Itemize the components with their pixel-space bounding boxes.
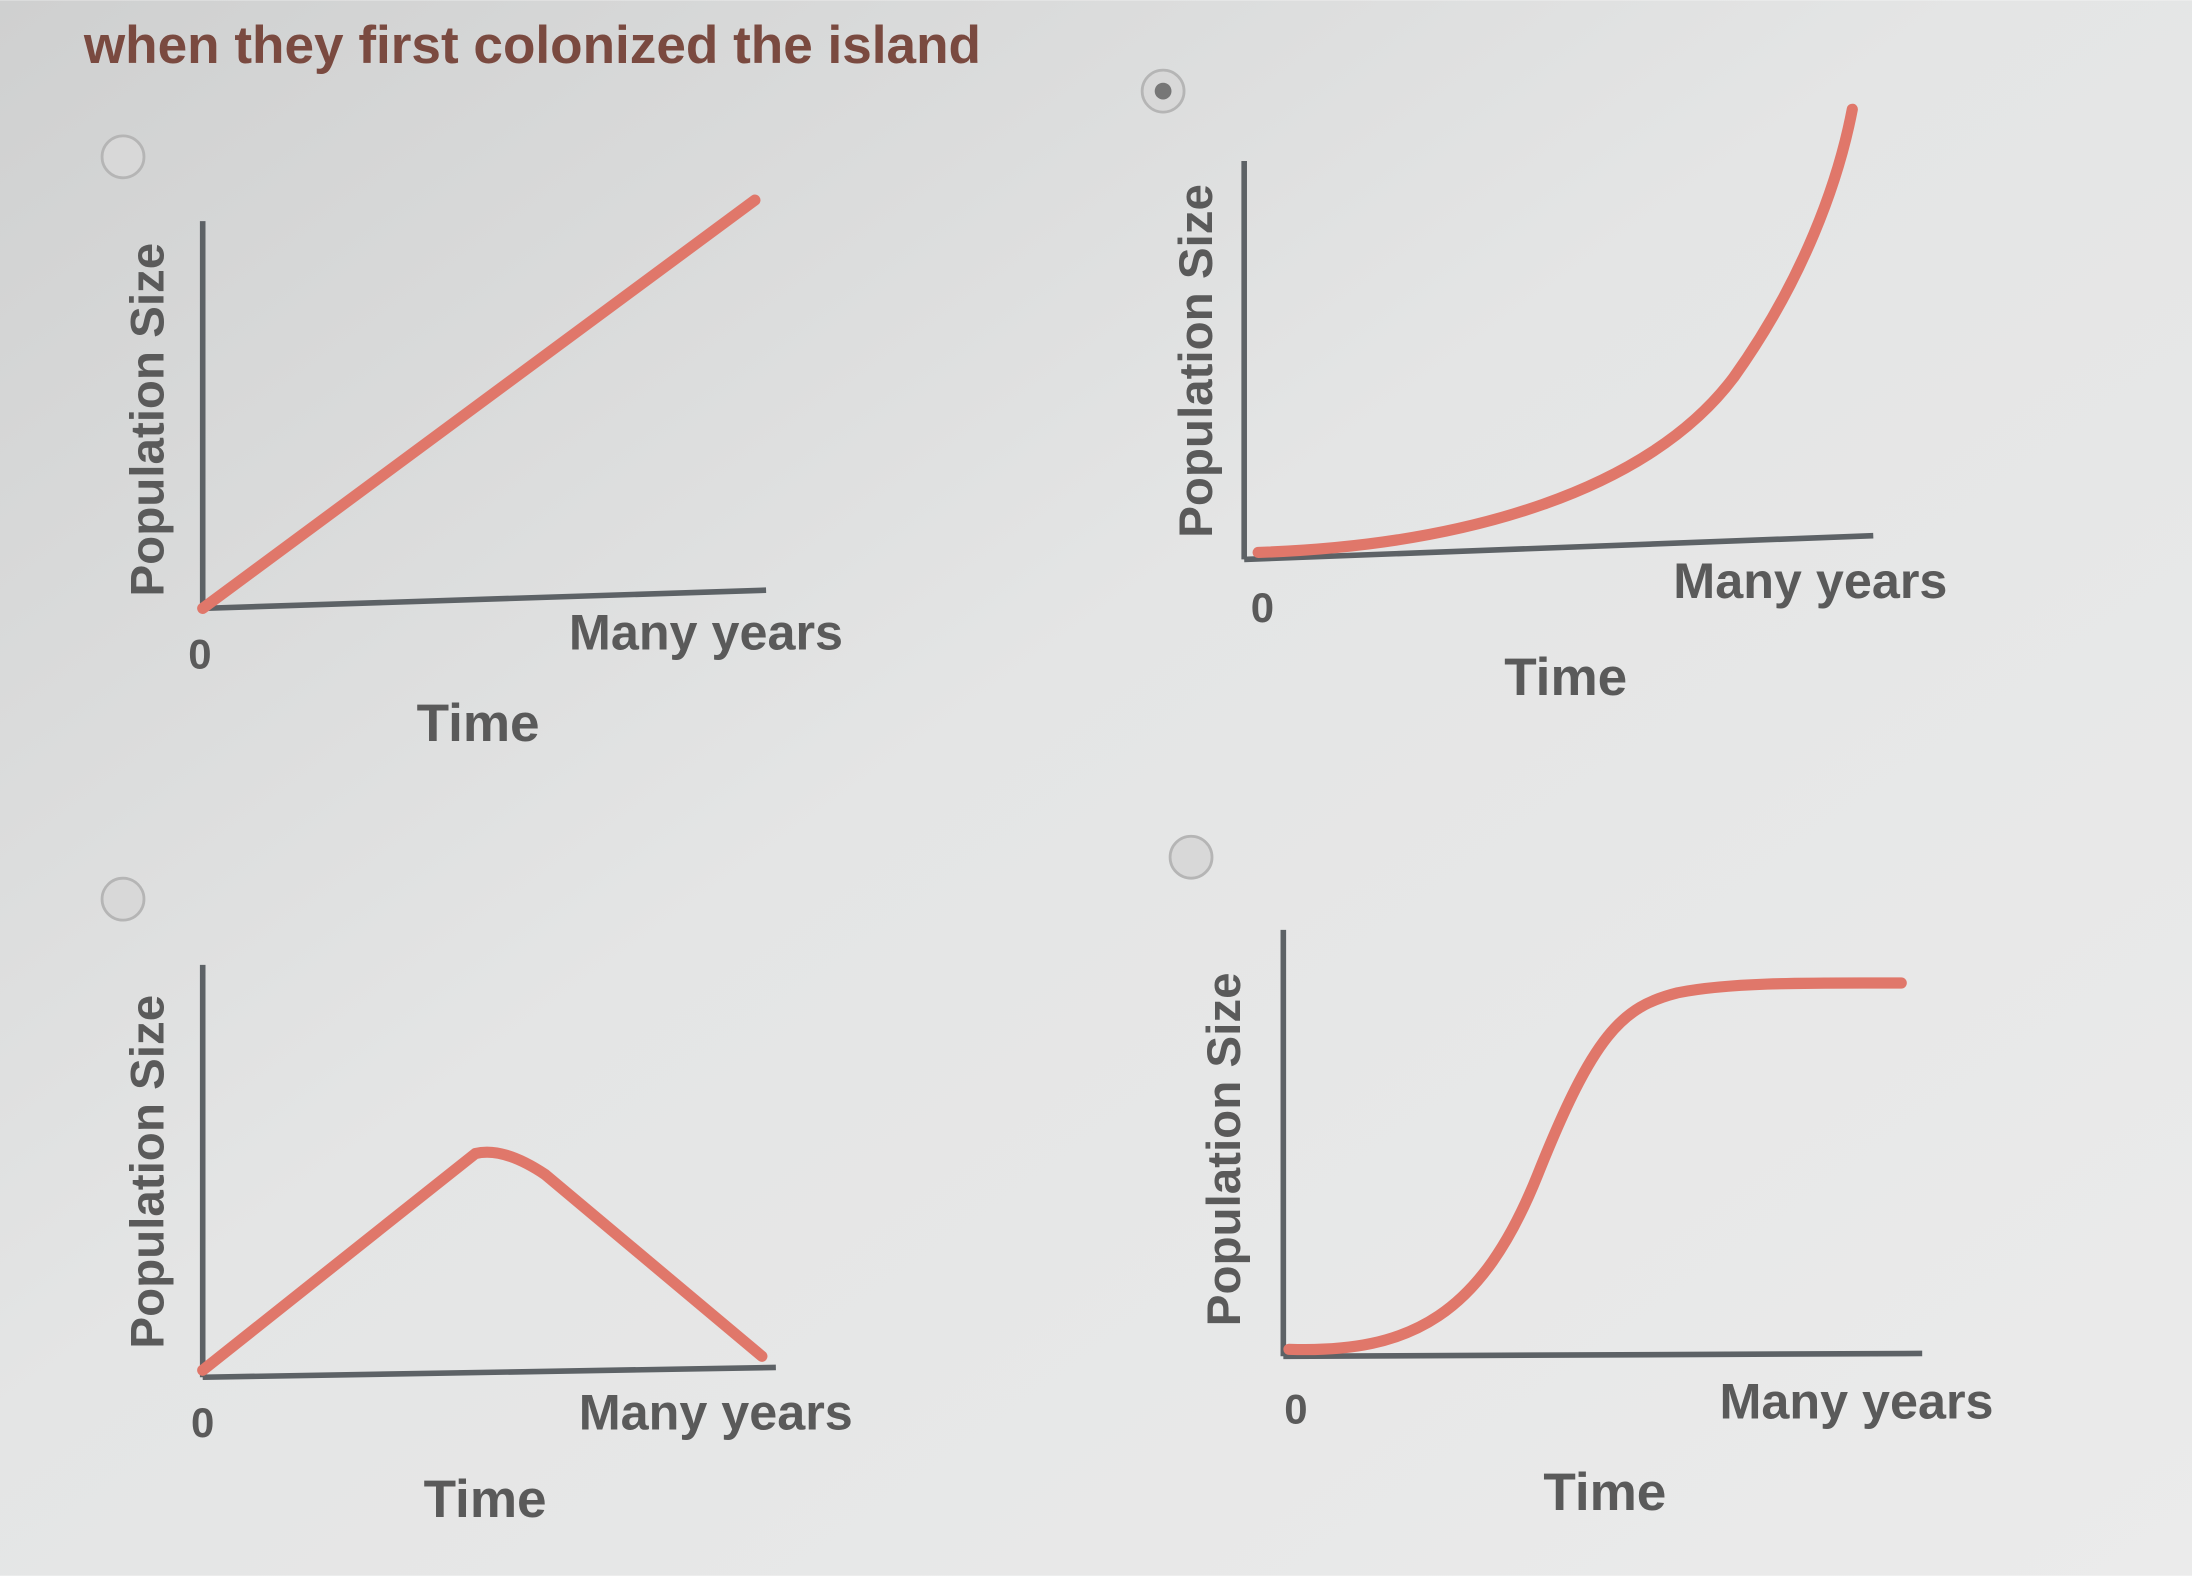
x-axis-label: Time bbox=[1543, 1463, 1666, 1522]
x-axis bbox=[1244, 532, 1874, 563]
x-axis bbox=[202, 1364, 776, 1381]
y-axis-label: Population Size bbox=[122, 995, 175, 1349]
y-axis-label: Population Size bbox=[1198, 972, 1251, 1326]
origin-label: 0 bbox=[188, 630, 211, 677]
population-curve bbox=[1252, 103, 1858, 559]
x-axis bbox=[202, 587, 767, 612]
population-curve bbox=[197, 194, 761, 614]
x-axis-label: Time bbox=[417, 694, 540, 753]
x-axis-label: Time bbox=[1504, 648, 1627, 707]
x-end-label: Many years bbox=[1719, 1372, 1993, 1429]
x-end-label: Many years bbox=[569, 604, 843, 661]
population-curve bbox=[197, 1146, 768, 1376]
question-text: when they first colonized the island bbox=[83, 16, 981, 75]
origin-label: 0 bbox=[1251, 584, 1274, 631]
x-end-label: Many years bbox=[579, 1384, 853, 1441]
radio-button[interactable] bbox=[1168, 834, 1214, 880]
y-axis-label: Population Size bbox=[122, 243, 175, 597]
population-curve bbox=[1283, 977, 1907, 1356]
x-end-label: Many years bbox=[1673, 552, 1947, 609]
x-axis-label: Time bbox=[424, 1470, 547, 1529]
origin-label: 0 bbox=[191, 1399, 214, 1446]
radio-button[interactable] bbox=[100, 876, 146, 922]
origin-label: 0 bbox=[1284, 1385, 1307, 1432]
radio-button[interactable] bbox=[100, 134, 146, 180]
x-axis bbox=[1283, 1350, 1923, 1360]
radio-selected-dot bbox=[1154, 82, 1172, 100]
y-axis-label: Population Size bbox=[1170, 184, 1223, 538]
